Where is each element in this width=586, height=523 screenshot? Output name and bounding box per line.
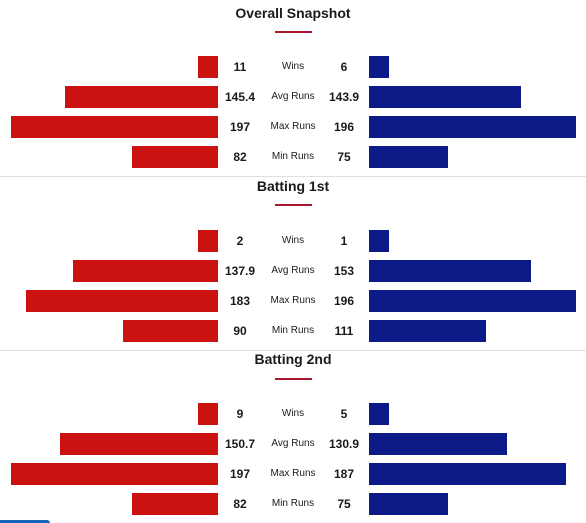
left-team-bar <box>132 146 218 168</box>
stat-label: Avg Runs <box>271 91 315 102</box>
stat-row-wins: 2 Wins 1 <box>0 230 586 252</box>
title-underline <box>275 31 312 33</box>
left-team-bar <box>198 230 218 252</box>
stat-row-max-runs: 183 Max Runs 196 <box>0 290 586 312</box>
right-team-value: 75 <box>337 497 351 511</box>
left-team-value: 197 <box>229 120 251 134</box>
right-team-value: 196 <box>333 120 355 134</box>
right-team-value: 5 <box>340 407 348 421</box>
right-team-value: 6 <box>340 60 348 74</box>
section-title: Batting 1st <box>256 178 330 194</box>
right-team-value: 1 <box>340 234 348 248</box>
right-team-bar <box>369 260 531 282</box>
stat-label: Min Runs <box>271 498 315 509</box>
right-team-bar <box>369 116 576 138</box>
stat-label: Max Runs <box>270 121 316 132</box>
right-team-value: 75 <box>337 150 351 164</box>
stat-row-max-runs: 197 Max Runs 187 <box>0 463 586 485</box>
left-team-bar <box>198 403 218 425</box>
section-title: Batting 2nd <box>254 351 332 367</box>
right-team-bar <box>369 290 576 312</box>
left-team-bar <box>11 463 218 485</box>
stat-row-avg-runs: 145.4 Avg Runs 143.9 <box>0 86 586 108</box>
right-team-value: 111 <box>334 324 354 338</box>
left-team-value: 150.7 <box>224 437 256 451</box>
right-team-value: 196 <box>333 294 355 308</box>
left-team-value: 82 <box>233 150 247 164</box>
stat-label: Max Runs <box>270 295 316 306</box>
left-team-bar <box>73 260 218 282</box>
stat-row-wins: 9 Wins 5 <box>0 403 586 425</box>
left-team-value: 145.4 <box>224 90 256 104</box>
left-team-value: 137.9 <box>224 264 256 278</box>
left-team-value: 183 <box>229 294 251 308</box>
right-team-bar <box>369 463 566 485</box>
bottom-accent-bar <box>0 520 50 523</box>
stat-row-min-runs: 90 Min Runs 111 <box>0 320 586 342</box>
right-team-value: 153 <box>333 264 355 278</box>
stat-row-min-runs: 82 Min Runs 75 <box>0 146 586 168</box>
title-underline <box>275 204 312 206</box>
right-team-bar <box>369 56 389 78</box>
right-team-bar <box>369 320 486 342</box>
stat-label: Wins <box>281 408 305 419</box>
right-team-bar <box>369 493 448 515</box>
stat-label: Avg Runs <box>271 265 315 276</box>
left-team-value: 197 <box>229 467 251 481</box>
right-team-bar <box>369 86 521 108</box>
stat-row-wins: 11 Wins 6 <box>0 56 586 78</box>
stat-row-max-runs: 197 Max Runs 196 <box>0 116 586 138</box>
left-team-value: 2 <box>236 234 244 248</box>
left-team-bar <box>198 56 218 78</box>
right-team-bar <box>369 433 507 455</box>
stat-row-avg-runs: 137.9 Avg Runs 153 <box>0 260 586 282</box>
right-team-bar <box>369 230 389 252</box>
left-team-bar <box>123 320 218 342</box>
left-team-value: 82 <box>233 497 247 511</box>
right-team-value: 143.9 <box>328 90 360 104</box>
stat-row-min-runs: 82 Min Runs 75 <box>0 493 586 515</box>
left-team-bar <box>132 493 218 515</box>
section-divider <box>0 176 586 177</box>
stat-label: Min Runs <box>271 325 315 336</box>
title-underline <box>275 378 312 380</box>
left-team-value: 9 <box>236 407 244 421</box>
left-team-bar <box>60 433 218 455</box>
left-team-value: 90 <box>233 324 247 338</box>
right-team-bar <box>369 146 448 168</box>
stat-label: Wins <box>281 61 305 72</box>
stat-label: Min Runs <box>271 151 315 162</box>
left-team-value: 11 <box>233 60 247 74</box>
left-team-bar <box>26 290 218 312</box>
stat-label: Wins <box>281 235 305 246</box>
right-team-value: 187 <box>333 467 355 481</box>
section-divider <box>0 350 586 351</box>
section-title: Overall Snapshot <box>235 5 351 21</box>
stat-label: Avg Runs <box>271 438 315 449</box>
stat-row-avg-runs: 150.7 Avg Runs 130.9 <box>0 433 586 455</box>
left-team-bar <box>65 86 218 108</box>
right-team-value: 130.9 <box>328 437 360 451</box>
left-team-bar <box>11 116 218 138</box>
right-team-bar <box>369 403 389 425</box>
stat-label: Max Runs <box>270 468 316 479</box>
